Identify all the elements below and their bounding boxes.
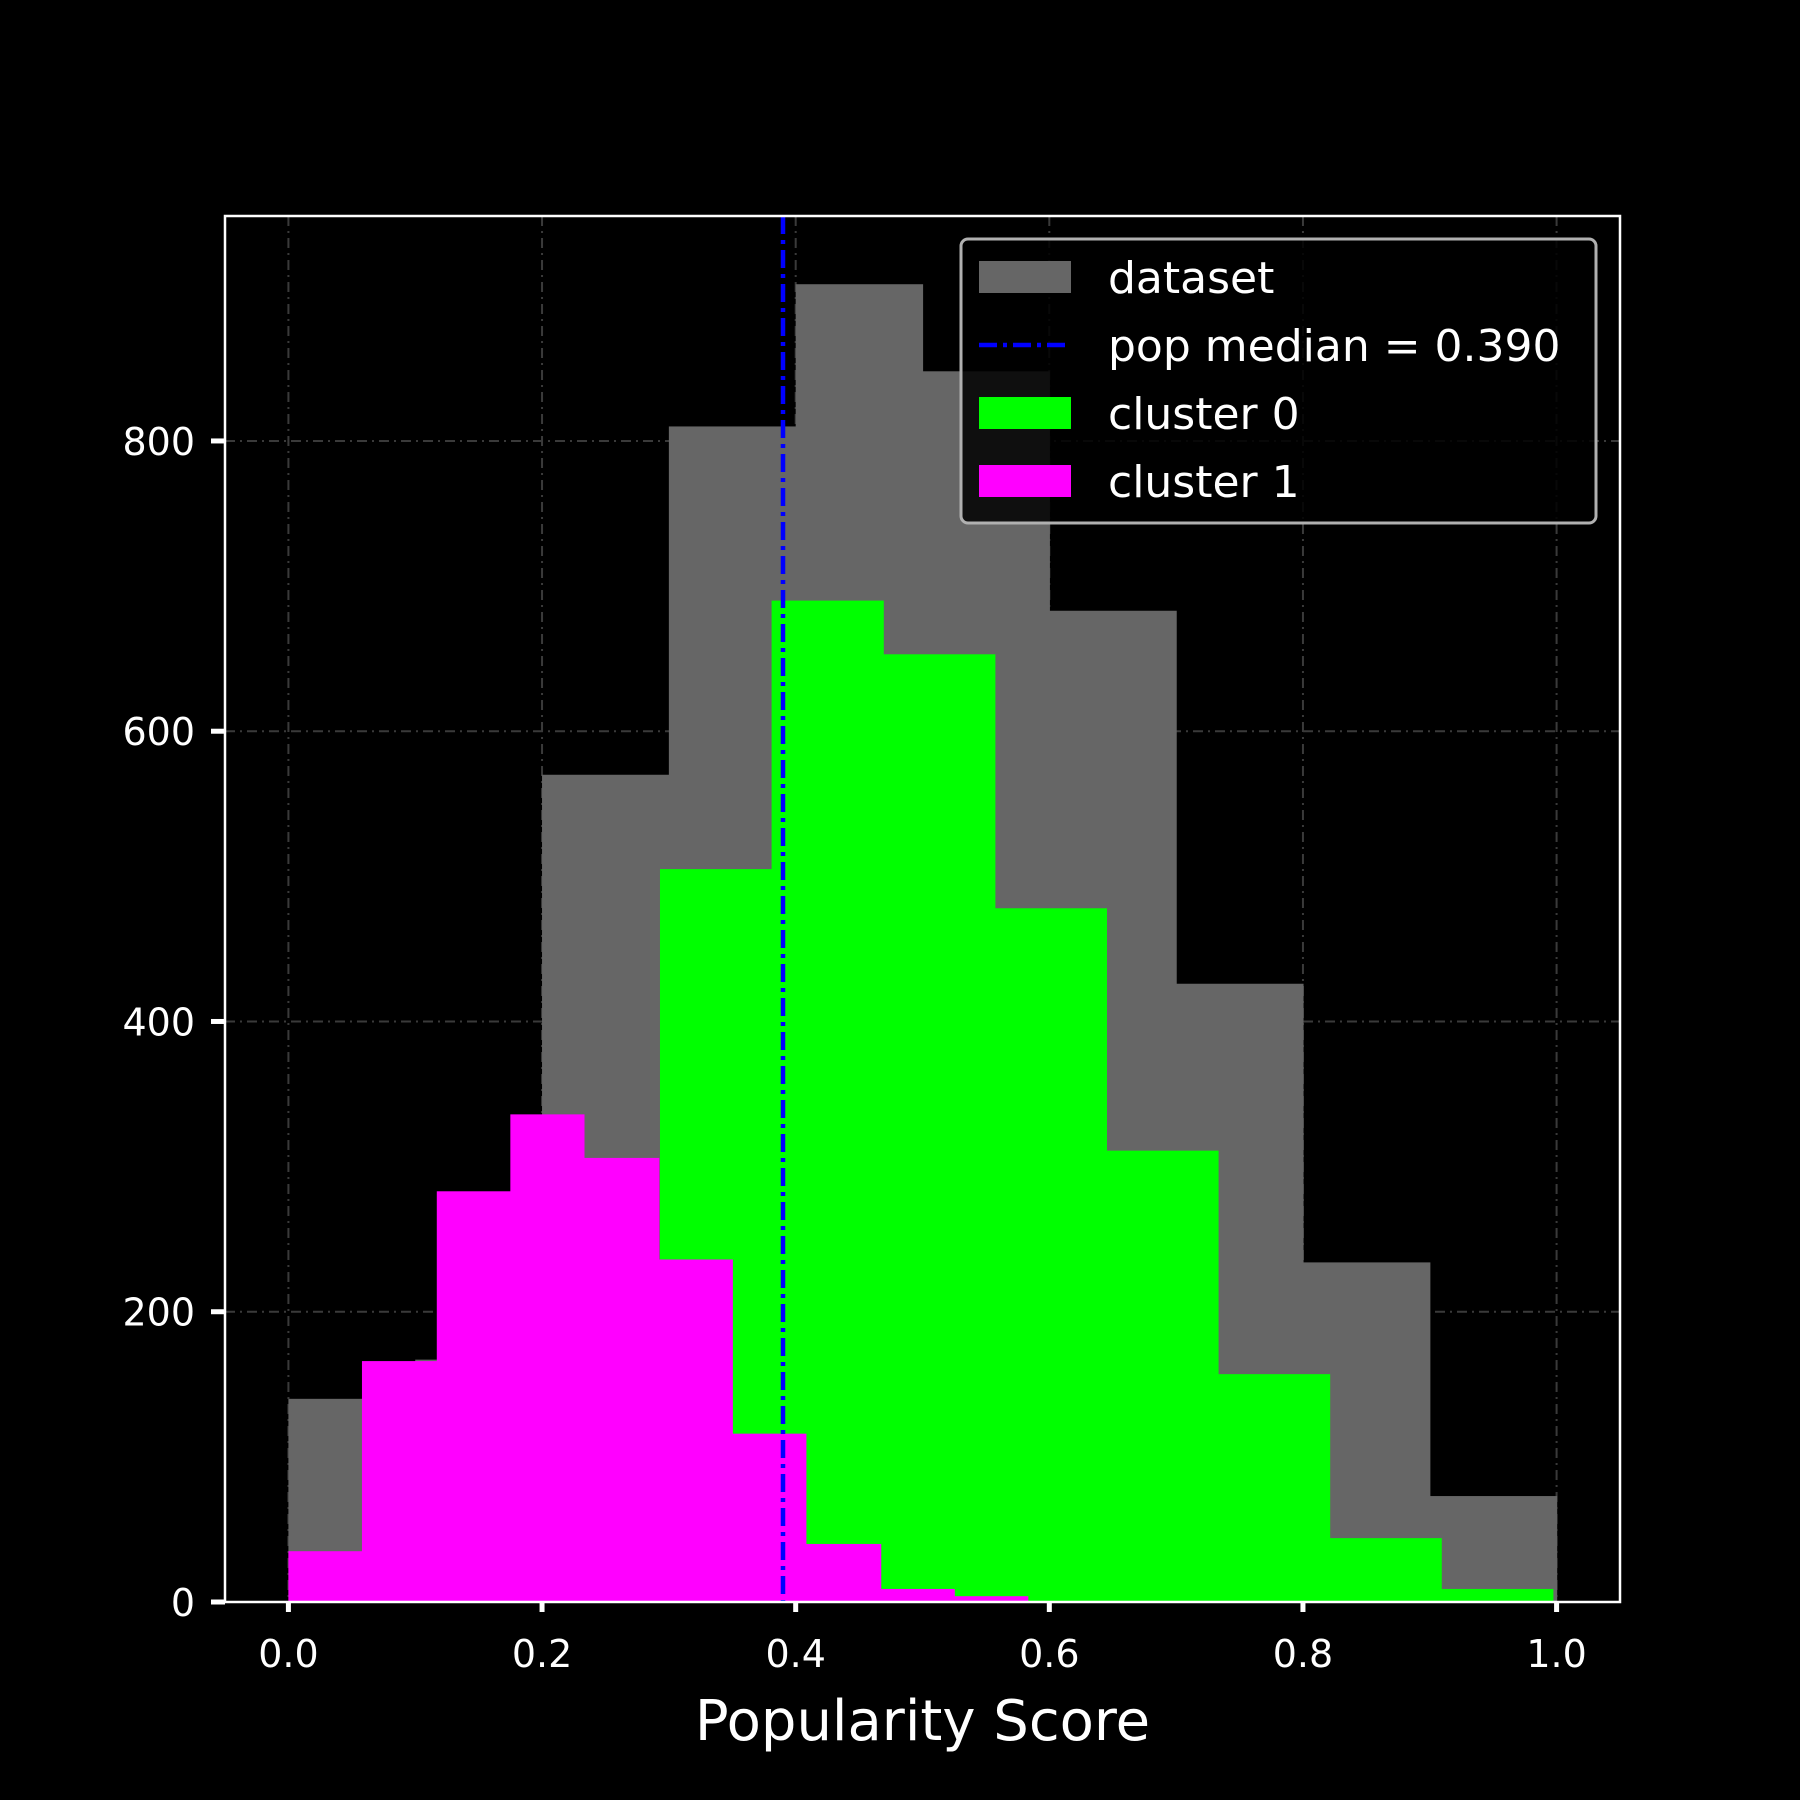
legend-swatch-cluster-1 (979, 465, 1071, 497)
y-tick-label: 800 (122, 420, 195, 464)
bar-cluster-1 (436, 1191, 511, 1602)
legend-label-dataset: dataset (1108, 253, 1274, 304)
bar-cluster-1 (510, 1114, 585, 1602)
legend-swatch-cluster-0 (979, 397, 1071, 429)
bar-cluster-0 (1441, 1588, 1554, 1602)
y-tick-label: 400 (122, 1000, 195, 1044)
legend-swatch-dataset (979, 261, 1071, 293)
bar-cluster-0 (994, 908, 1107, 1602)
x-tick-label: 0.6 (1019, 1632, 1079, 1676)
plot-frame (223, 214, 1622, 1604)
y-tick-label: 200 (122, 1291, 195, 1335)
x-tick-label: 0.8 (1273, 1632, 1333, 1676)
x-axis-label: Popularity Score (695, 1689, 1150, 1754)
histogram-bars (288, 284, 1558, 1602)
bar-cluster-1 (361, 1361, 438, 1602)
x-tick-label: 0.0 (258, 1632, 318, 1676)
bar-cluster-1 (583, 1157, 660, 1602)
bar-cluster-1 (658, 1259, 733, 1602)
bar-dataset (1429, 1496, 1558, 1602)
axis-ticks: 0.0 0.2 0.4 0.6 0.8 1.0 0 200 400 600 800 (122, 420, 1586, 1676)
bar-cluster-0 (1217, 1374, 1331, 1602)
x-tick-label: 1.0 (1526, 1632, 1586, 1676)
legend: dataset pop median = 0.390 cluster 0 cluste… (959, 237, 1598, 525)
legend-box (959, 237, 1598, 525)
bar-cluster-0 (1106, 1150, 1219, 1602)
y-tick-label: 600 (122, 710, 195, 754)
legend-label-cluster-0: cluster 0 (1108, 389, 1300, 440)
bar-cluster-0 (1329, 1538, 1442, 1602)
x-tick-label: 0.2 (512, 1632, 572, 1676)
legend-label-cluster-1: cluster 1 (1108, 457, 1300, 508)
y-tick-label: 0 (171, 1581, 195, 1625)
bar-cluster-1 (954, 1596, 1029, 1602)
bar-cluster-1 (805, 1543, 882, 1602)
bar-cluster-0 (883, 654, 996, 1602)
x-tick-label: 0.4 (765, 1632, 825, 1676)
bar-cluster-1 (288, 1551, 363, 1602)
legend-label-pop-median-0-390: pop median = 0.390 (1108, 321, 1561, 372)
bar-cluster-1 (880, 1588, 955, 1602)
bar-cluster-1 (732, 1433, 807, 1602)
